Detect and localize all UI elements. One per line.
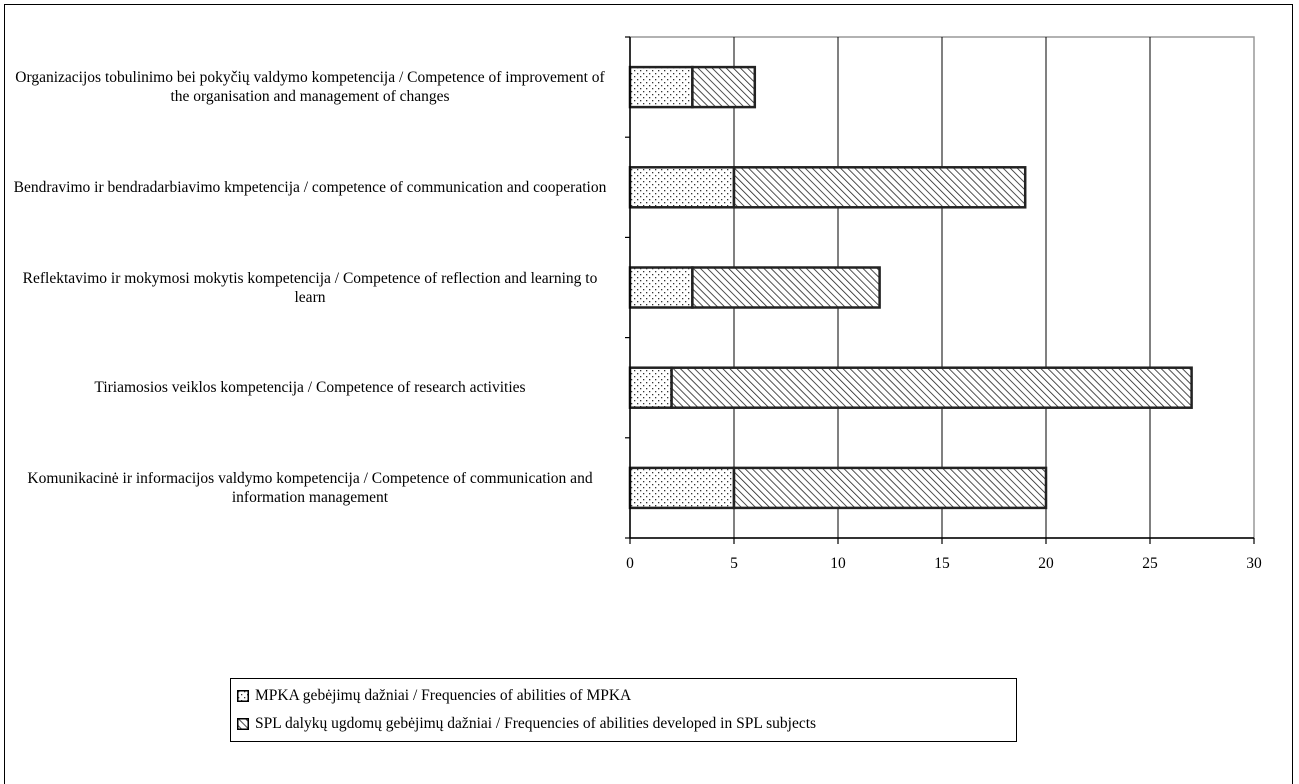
bar-mpka-3 (628, 366, 673, 409)
bar-mpka-2 (628, 266, 694, 309)
bar-spl-2 (691, 266, 881, 309)
bar-spl-0 (691, 65, 757, 109)
chart-frame (4, 4, 1293, 784)
category-label: Tiriamosios veiklos kompetencija / Compe… (94, 379, 526, 397)
legend-swatch-hatch (237, 718, 249, 730)
category-label: Bendravimo ir bendradarbiavimo kmpetenci… (13, 178, 607, 196)
bar-spl-3 (670, 366, 1193, 409)
legend: MPKA gebėjimų dažniai / Frequencies of a… (230, 678, 1017, 742)
legend-label-mpka: MPKA gebėjimų dažniai / Frequencies of a… (255, 687, 632, 704)
x-tick-label: 25 (1142, 555, 1158, 572)
x-tick-label: 30 (1246, 555, 1262, 572)
category-label: Reflektavimo ir mokymosi mokytis kompete… (22, 269, 598, 306)
bar-mpka-0 (628, 65, 694, 109)
x-tick-label: 15 (934, 555, 950, 572)
legend-item-spl: SPL dalykų ugdomų gebėjimų dažniai / Fre… (237, 713, 816, 735)
bar-mpka-1 (628, 166, 736, 209)
legend-item-mpka: MPKA gebėjimų dažniai / Frequencies of a… (237, 685, 631, 707)
bar-mpka-4 (628, 466, 736, 510)
legend-swatch-dots (237, 690, 249, 702)
legend-label-spl: SPL dalykų ugdomų gebėjimų dažniai / Fre… (255, 715, 817, 732)
category-label: Organizacijos tobulinimo bei pokyčių val… (15, 69, 605, 106)
bar-spl-4 (732, 466, 1048, 510)
x-tick-label: 0 (626, 555, 634, 572)
x-tick-label: 20 (1038, 555, 1054, 572)
x-tick-label: 5 (730, 555, 738, 572)
bar-spl-1 (732, 166, 1027, 209)
category-label: Komunikacinė ir informacijos valdymo kom… (27, 469, 593, 506)
x-tick-label: 10 (830, 555, 846, 572)
